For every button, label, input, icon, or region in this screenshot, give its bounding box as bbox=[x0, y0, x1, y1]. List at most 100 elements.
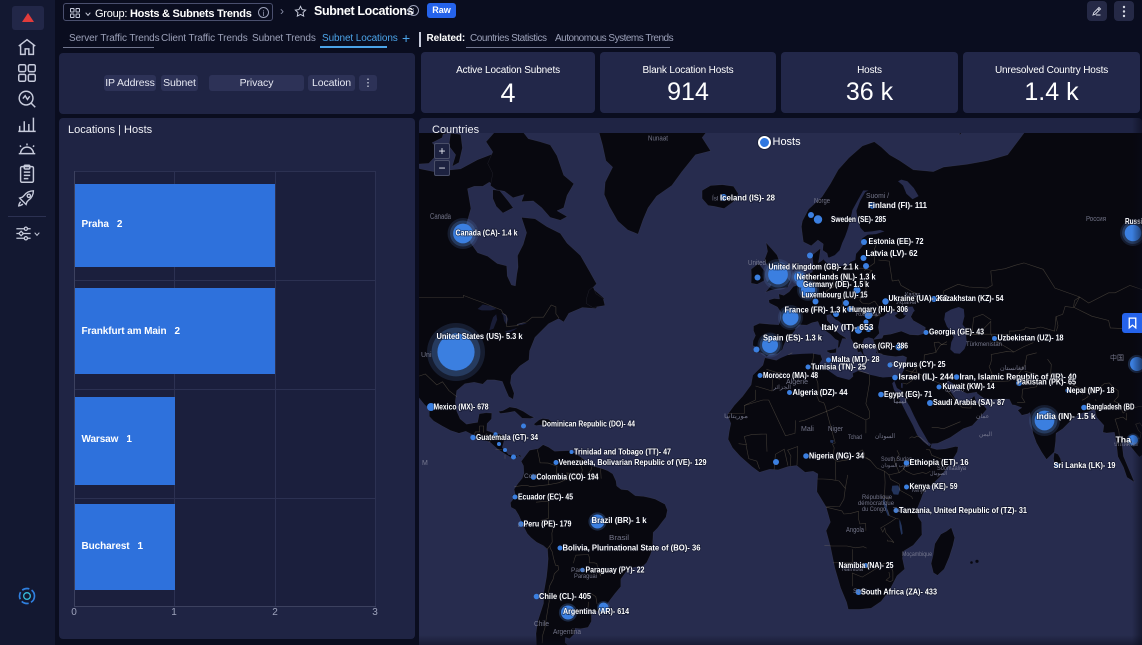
svg-text:Moçambique: Moçambique bbox=[902, 551, 932, 558]
svg-text:Tanzania, United Republic of (: Tanzania, United Republic of (TZ)- 31 bbox=[899, 505, 1027, 515]
svg-text:Ethiopia (ET)- 16: Ethiopia (ET)- 16 bbox=[910, 457, 969, 467]
svg-text:(العراق): (العراق) bbox=[945, 386, 964, 393]
svg-text:Nigeria (NG)- 34: Nigeria (NG)- 34 bbox=[809, 451, 864, 461]
svg-text:ليبيا: ليبيا bbox=[893, 397, 907, 405]
svg-text:Uzbekistan (UZ)- 18: Uzbekistan (UZ)- 18 bbox=[998, 333, 1064, 343]
svg-text:Россия: Россия bbox=[1086, 214, 1106, 223]
svg-text:Tha: Tha bbox=[1116, 435, 1132, 445]
svg-text:Soomaaliya: Soomaaliya bbox=[937, 465, 966, 472]
svg-text:France (FR)- 1.3 k: France (FR)- 1.3 k bbox=[785, 305, 847, 315]
svg-text:Pakistan (PK)- 65: Pakistan (PK)- 65 bbox=[1017, 377, 1076, 387]
svg-text:Saudi Arabia (SA)- 87: Saudi Arabia (SA)- 87 bbox=[933, 397, 1005, 407]
svg-text:Perú: Perú bbox=[518, 522, 532, 529]
svg-text:اليمن: اليمن bbox=[979, 431, 992, 438]
svg-text:Україна: Україна bbox=[896, 299, 916, 306]
svg-text:Ecuador (EC)- 45: Ecuador (EC)- 45 bbox=[518, 492, 573, 502]
svg-text:Italy (IT)- 653: Italy (IT)- 653 bbox=[822, 322, 874, 332]
svg-text:Georgia (GE)- 43: Georgia (GE)- 43 bbox=[929, 327, 984, 337]
svg-text:حنوب السودان: حنوب السودان bbox=[881, 462, 911, 469]
svg-text:Argentina (AR)- 614: Argentina (AR)- 614 bbox=[563, 606, 629, 616]
svg-text:Norge: Norge bbox=[814, 196, 830, 205]
svg-text:Colo: Colo bbox=[524, 473, 538, 480]
svg-text:Colombia (CO)- 194: Colombia (CO)- 194 bbox=[537, 472, 599, 482]
svg-text:Sri Lanka (LK)- 19: Sri Lanka (LK)- 19 bbox=[1054, 460, 1116, 470]
svg-text:Angola: Angola bbox=[846, 527, 864, 534]
svg-text:Bolivia, Plurinational State o: Bolivia, Plurinational State of (BO)- 36 bbox=[563, 543, 701, 553]
svg-text:South Africa (ZA)- 433: South Africa (ZA)- 433 bbox=[861, 587, 937, 597]
svg-text:South Sudan: South Sudan bbox=[881, 456, 912, 463]
svg-text:Algérie: Algérie bbox=[786, 379, 808, 386]
svg-text:Tan: Tan bbox=[893, 507, 904, 514]
svg-text:Morocco (MA)- 48: Morocco (MA)- 48 bbox=[763, 370, 818, 380]
svg-text:Niger: Niger bbox=[828, 426, 844, 433]
svg-text:Brasil: Brasil bbox=[609, 533, 629, 542]
svg-text:Nunaat: Nunaat bbox=[648, 134, 669, 143]
svg-text:Spain (ES)- 1.3 k: Spain (ES)- 1.3 k bbox=[763, 333, 822, 343]
svg-text:Argentina: Argentina bbox=[553, 629, 581, 636]
svg-text:Namibia: Namibia bbox=[842, 566, 863, 573]
svg-text:Para: Para bbox=[571, 567, 585, 574]
svg-text:Peru (PE)- 179: Peru (PE)- 179 bbox=[524, 519, 572, 529]
svg-text:Germany (DE)- 1.5 k: Germany (DE)- 1.5 k bbox=[803, 279, 869, 289]
svg-text:Bangladesh (BD: Bangladesh (BD bbox=[1087, 402, 1135, 412]
svg-text:Paraguai: Paraguai bbox=[574, 573, 597, 580]
svg-text:Paraguay (PY)- 22: Paraguay (PY)- 22 bbox=[586, 565, 645, 575]
svg-text:Nepal (NP)- 18: Nepal (NP)- 18 bbox=[1067, 385, 1115, 395]
svg-text:Greece (GR)- 386: Greece (GR)- 386 bbox=[853, 341, 908, 351]
svg-text:Egypt (EG)- 71: Egypt (EG)- 71 bbox=[884, 389, 932, 399]
svg-text:United: United bbox=[748, 260, 766, 267]
svg-text:Chile: Chile bbox=[534, 621, 549, 628]
svg-text:Israel (IL)- 244: Israel (IL)- 244 bbox=[899, 372, 954, 382]
svg-text:الجزائر: الجزائر bbox=[772, 384, 791, 391]
svg-text:Finland (FI)- 111: Finland (FI)- 111 bbox=[868, 200, 927, 210]
svg-text:India (IN)- 1.5 k: India (IN)- 1.5 k bbox=[1037, 411, 1096, 421]
svg-text:Malta (MT)- 28: Malta (MT)- 28 bbox=[832, 354, 880, 364]
svg-text:Trinidad and Tobago (TT)- 47: Trinidad and Tobago (TT)- 47 bbox=[574, 447, 671, 457]
svg-text:Sweden (SE)- 285: Sweden (SE)- 285 bbox=[831, 214, 886, 224]
svg-text:موريتانيا: موريتانيا bbox=[724, 413, 748, 420]
svg-text:M: M bbox=[422, 460, 428, 467]
svg-text:السودان: السودان bbox=[875, 432, 895, 440]
svg-text:Sout: Sout bbox=[853, 588, 867, 595]
svg-text:Tchad: Tchad bbox=[848, 434, 862, 441]
svg-text:Tunisia (TN)- 25: Tunisia (TN)- 25 bbox=[811, 362, 866, 372]
svg-text:Cyprus (CY)- 25: Cyprus (CY)- 25 bbox=[894, 359, 946, 369]
svg-text:United Kingdom (GB)- 2.1 k: United Kingdom (GB)- 2.1 k bbox=[769, 262, 859, 272]
svg-text:Türkmenistan: Türkmenistan bbox=[966, 341, 1002, 348]
svg-text:عمان: عمان bbox=[976, 413, 989, 420]
svg-text:du Congo: du Congo bbox=[862, 506, 886, 513]
svg-text:Latvia (LV)- 62: Latvia (LV)- 62 bbox=[866, 248, 918, 258]
svg-text:démocratique: démocratique bbox=[858, 500, 894, 507]
svg-text:Ελλάδα: Ελλάδα bbox=[890, 361, 906, 368]
svg-text:Romania/: Romania/ bbox=[856, 311, 879, 318]
svg-text:Brazil (BR)- 1 k: Brazil (BR)- 1 k bbox=[592, 515, 647, 525]
svg-text:الصومال: الصومال bbox=[930, 470, 947, 477]
svg-text:Venezuela, Bolivarian Republic: Venezuela, Bolivarian Republic of (VE)- … bbox=[559, 457, 707, 467]
svg-text:Казак: Казак bbox=[905, 292, 921, 299]
svg-text:Uni: Uni bbox=[421, 352, 432, 359]
svg-text:Kenya (KE)- 59: Kenya (KE)- 59 bbox=[910, 481, 958, 491]
svg-text:Estonia (EE)- 72: Estonia (EE)- 72 bbox=[869, 236, 924, 246]
svg-text:Netherlands (NL)- 1.3 k: Netherlands (NL)- 1.3 k bbox=[797, 272, 876, 282]
svg-text:Mexico (MX)- 678: Mexico (MX)- 678 bbox=[434, 402, 489, 412]
svg-text:Suomi /: Suomi / bbox=[866, 191, 890, 200]
svg-text:Chile (CL)- 405: Chile (CL)- 405 bbox=[539, 591, 591, 601]
svg-text:United States (US)- 5.3 k: United States (US)- 5.3 k bbox=[437, 331, 523, 341]
svg-text:Kazakhstan (KZ)- 54: Kazakhstan (KZ)- 54 bbox=[938, 293, 1004, 303]
svg-text:Luxembourg (LU)- 15: Luxembourg (LU)- 15 bbox=[802, 290, 868, 300]
svg-text:Dominican Republic (DO)- 44: Dominican Republic (DO)- 44 bbox=[542, 419, 635, 429]
svg-text:中国: 中国 bbox=[1110, 353, 1124, 362]
svg-text:Kenya: Kenya bbox=[912, 487, 926, 494]
svg-text:Guatemala (GT)- 34: Guatemala (GT)- 34 bbox=[476, 432, 538, 442]
svg-text:Ukraine (UA)- 253: Ukraine (UA)- 253 bbox=[889, 293, 948, 303]
svg-text:Namibia (NA)- 25: Namibia (NA)- 25 bbox=[839, 560, 894, 570]
svg-text:Iceland (IS)- 28: Iceland (IS)- 28 bbox=[720, 193, 775, 203]
svg-text:Algeria (DZ)- 44: Algeria (DZ)- 44 bbox=[793, 387, 848, 397]
svg-text:Kuwait (KW)- 14: Kuwait (KW)- 14 bbox=[943, 381, 995, 391]
svg-text:Canada (CA)- 1.4 k: Canada (CA)- 1.4 k bbox=[456, 228, 518, 238]
svg-text:Canada: Canada bbox=[430, 212, 451, 221]
svg-text:افغانستان: افغانستان bbox=[1000, 364, 1026, 372]
svg-text:ประเทศไทย: ประเทศไทย bbox=[1114, 440, 1138, 448]
svg-text:République: République bbox=[862, 494, 892, 501]
svg-text:Hungary (HU)- 306: Hungary (HU)- 306 bbox=[849, 304, 908, 314]
